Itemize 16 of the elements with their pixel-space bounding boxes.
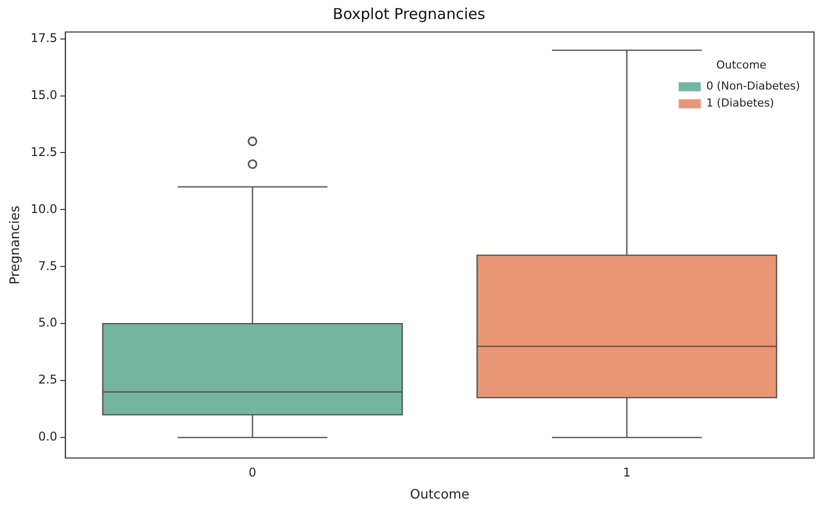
y-tick-label: 7.5 [38,258,58,273]
y-tick-label: 15.0 [30,88,58,102]
y-tick-label: 5.0 [38,316,58,330]
chart-title: Boxplot Pregnancies [332,4,486,23]
legend-label: 1 (Diabetes) [706,96,774,110]
x-tick-label: 0 [248,465,256,480]
legend-title: Outcome [716,58,767,72]
y-tick-label: 17.5 [30,30,58,45]
x-axis-title: Outcome [410,488,470,503]
x-tick-label: 1 [623,465,631,480]
y-tick-label: 0.0 [38,430,58,444]
y-axis-title: Pregnancies [8,205,24,284]
legend-label: 0 (Non-Diabetes) [706,80,800,93]
y-tick-label: 10.0 [30,202,58,216]
y-tick-label: 12.5 [30,144,58,159]
y-tick-label: 2.5 [38,372,58,387]
